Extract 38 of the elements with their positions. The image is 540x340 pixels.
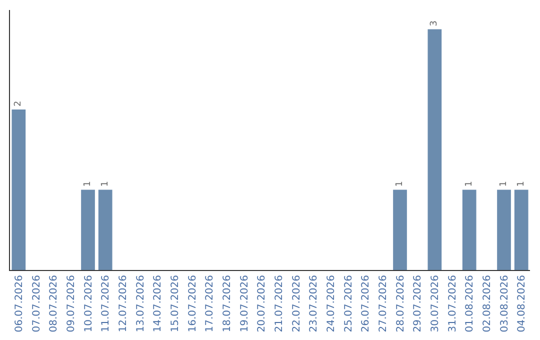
x-tick-label: 29.07.2026	[412, 275, 424, 332]
x-tick-label: 31.07.2026	[447, 275, 458, 332]
x-tick-label: 13.07.2026	[135, 275, 146, 332]
x-tick-label: 06.07.2026	[14, 275, 25, 332]
data-label: 1	[516, 181, 526, 187]
x-tick-label: 17.07.2026	[204, 275, 216, 332]
x-tick-label: 27.07.2026	[378, 275, 389, 332]
x-tick-label: 03.08.2026	[499, 275, 510, 332]
x-tick-label: 22.07.2026	[291, 275, 302, 332]
data-label: 1	[83, 181, 93, 187]
x-tick-label: 18.07.2026	[222, 275, 233, 332]
data-label: 1	[499, 181, 509, 187]
x-tick-label: 14.07.2026	[152, 275, 164, 332]
x-tick-label: 02.08.2026	[482, 275, 493, 332]
x-tick-label: 04.08.2026	[516, 275, 528, 332]
data-label: 2	[14, 100, 24, 107]
x-tick-label: 09.07.2026	[66, 275, 77, 332]
data-label: 1	[464, 181, 474, 187]
x-tick-label: 21.07.2026	[274, 275, 285, 332]
x-tick-label: 19.07.2026	[239, 275, 250, 332]
data-label: 1	[100, 181, 110, 187]
x-tick-label: 07.07.2026	[31, 275, 42, 332]
x-tick-label: 12.07.2026	[118, 275, 129, 332]
x-tick-label: 28.07.2026	[395, 275, 406, 332]
x-tick-label: 10.07.2026	[83, 275, 94, 332]
x-tick-label: 15.07.2026	[170, 275, 181, 332]
x-tick-label: 30.07.2026	[430, 275, 441, 332]
x-tick-label: 26.07.2026	[360, 275, 372, 332]
data-label: 1	[395, 181, 405, 187]
x-tick-label: 25.07.2026	[343, 275, 354, 332]
x-tick-label: 01.08.2026	[464, 275, 476, 332]
x-tick-label: 16.07.2026	[187, 275, 198, 332]
x-tick-label: 23.07.2026	[308, 275, 320, 332]
data-label: 3	[430, 20, 440, 26]
x-tick-label: 20.07.2026	[256, 275, 268, 332]
x-tick-label: 08.07.2026	[48, 275, 60, 332]
x-tick-label: 11.07.2026	[100, 275, 112, 332]
x-tick-label: 24.07.2026	[326, 275, 337, 332]
